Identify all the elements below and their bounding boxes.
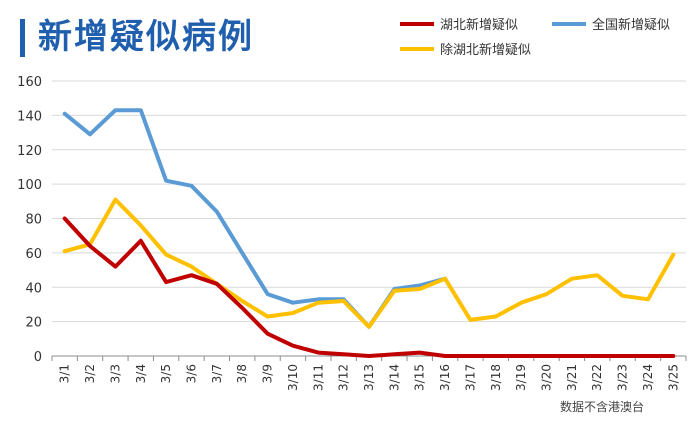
x-tick-label: 3/7 <box>210 364 224 383</box>
x-tick-label: 3/20 <box>540 364 554 391</box>
y-tick-label: 40 <box>25 281 42 296</box>
x-tick-label: 3/5 <box>159 364 173 383</box>
series-line-2 <box>62 197 676 329</box>
x-tick-label: 3/19 <box>514 364 528 391</box>
legend-label-national: 全国新增疑似 <box>592 18 671 33</box>
y-tick-label: 60 <box>25 247 42 262</box>
legend-label-ex-hubei: 除湖北新增疑似 <box>440 43 532 58</box>
x-tick-label: 3/16 <box>438 364 452 391</box>
legend-swatch-national <box>552 21 586 26</box>
y-tick-label: 80 <box>25 213 42 228</box>
y-tick-label: 120 <box>17 144 42 159</box>
title-accent-bar <box>20 19 25 57</box>
x-tick-label: 3/11 <box>311 364 325 391</box>
legend-label-hubei: 湖北新增疑似 <box>440 18 519 33</box>
x-tick-label: 3/1 <box>58 364 72 383</box>
x-tick-label: 3/18 <box>489 364 503 391</box>
x-tick-label: 3/15 <box>413 364 427 391</box>
legend: 湖北新增疑似 全国新增疑似 除湖北新增疑似 <box>400 10 700 60</box>
x-tick-label: 3/3 <box>108 364 122 383</box>
legend-item-ex-hubei: 除湖北新增疑似 <box>400 39 531 58</box>
x-tick-label: 3/23 <box>616 364 630 391</box>
x-tick-label: 3/24 <box>641 364 655 391</box>
x-tick-label: 3/21 <box>565 364 579 391</box>
y-tick-label: 20 <box>25 316 42 331</box>
x-tick-label: 3/2 <box>83 364 97 383</box>
y-tick-label: 100 <box>17 178 42 193</box>
x-tick-label: 3/25 <box>666 364 680 391</box>
legend-swatch-ex-hubei <box>400 46 434 51</box>
y-tick-label: 160 <box>17 75 42 90</box>
x-tick-label: 3/4 <box>134 364 148 383</box>
x-tick-label: 3/9 <box>261 364 275 383</box>
x-tick-label: 3/10 <box>286 364 300 391</box>
legend-item-national: 全国新增疑似 <box>552 14 670 33</box>
y-tick-label: 0 <box>34 350 42 365</box>
x-tick-label: 3/8 <box>235 364 249 383</box>
y-tick-label: 140 <box>17 109 42 124</box>
x-tick-label: 3/22 <box>590 364 604 391</box>
x-tick-label: 3/12 <box>337 364 351 391</box>
footnote: 数据不含港澳台 <box>560 400 645 414</box>
series-line-0 <box>62 216 676 358</box>
x-tick-label: 3/6 <box>184 364 198 383</box>
legend-swatch-hubei <box>400 21 434 26</box>
x-tick-label: 3/13 <box>362 364 376 391</box>
x-tick-label: 3/14 <box>387 364 401 391</box>
chart-title: 新增疑似病例 <box>38 17 254 57</box>
x-tick-label: 3/17 <box>463 364 477 391</box>
legend-item-hubei: 湖北新增疑似 <box>400 14 518 33</box>
